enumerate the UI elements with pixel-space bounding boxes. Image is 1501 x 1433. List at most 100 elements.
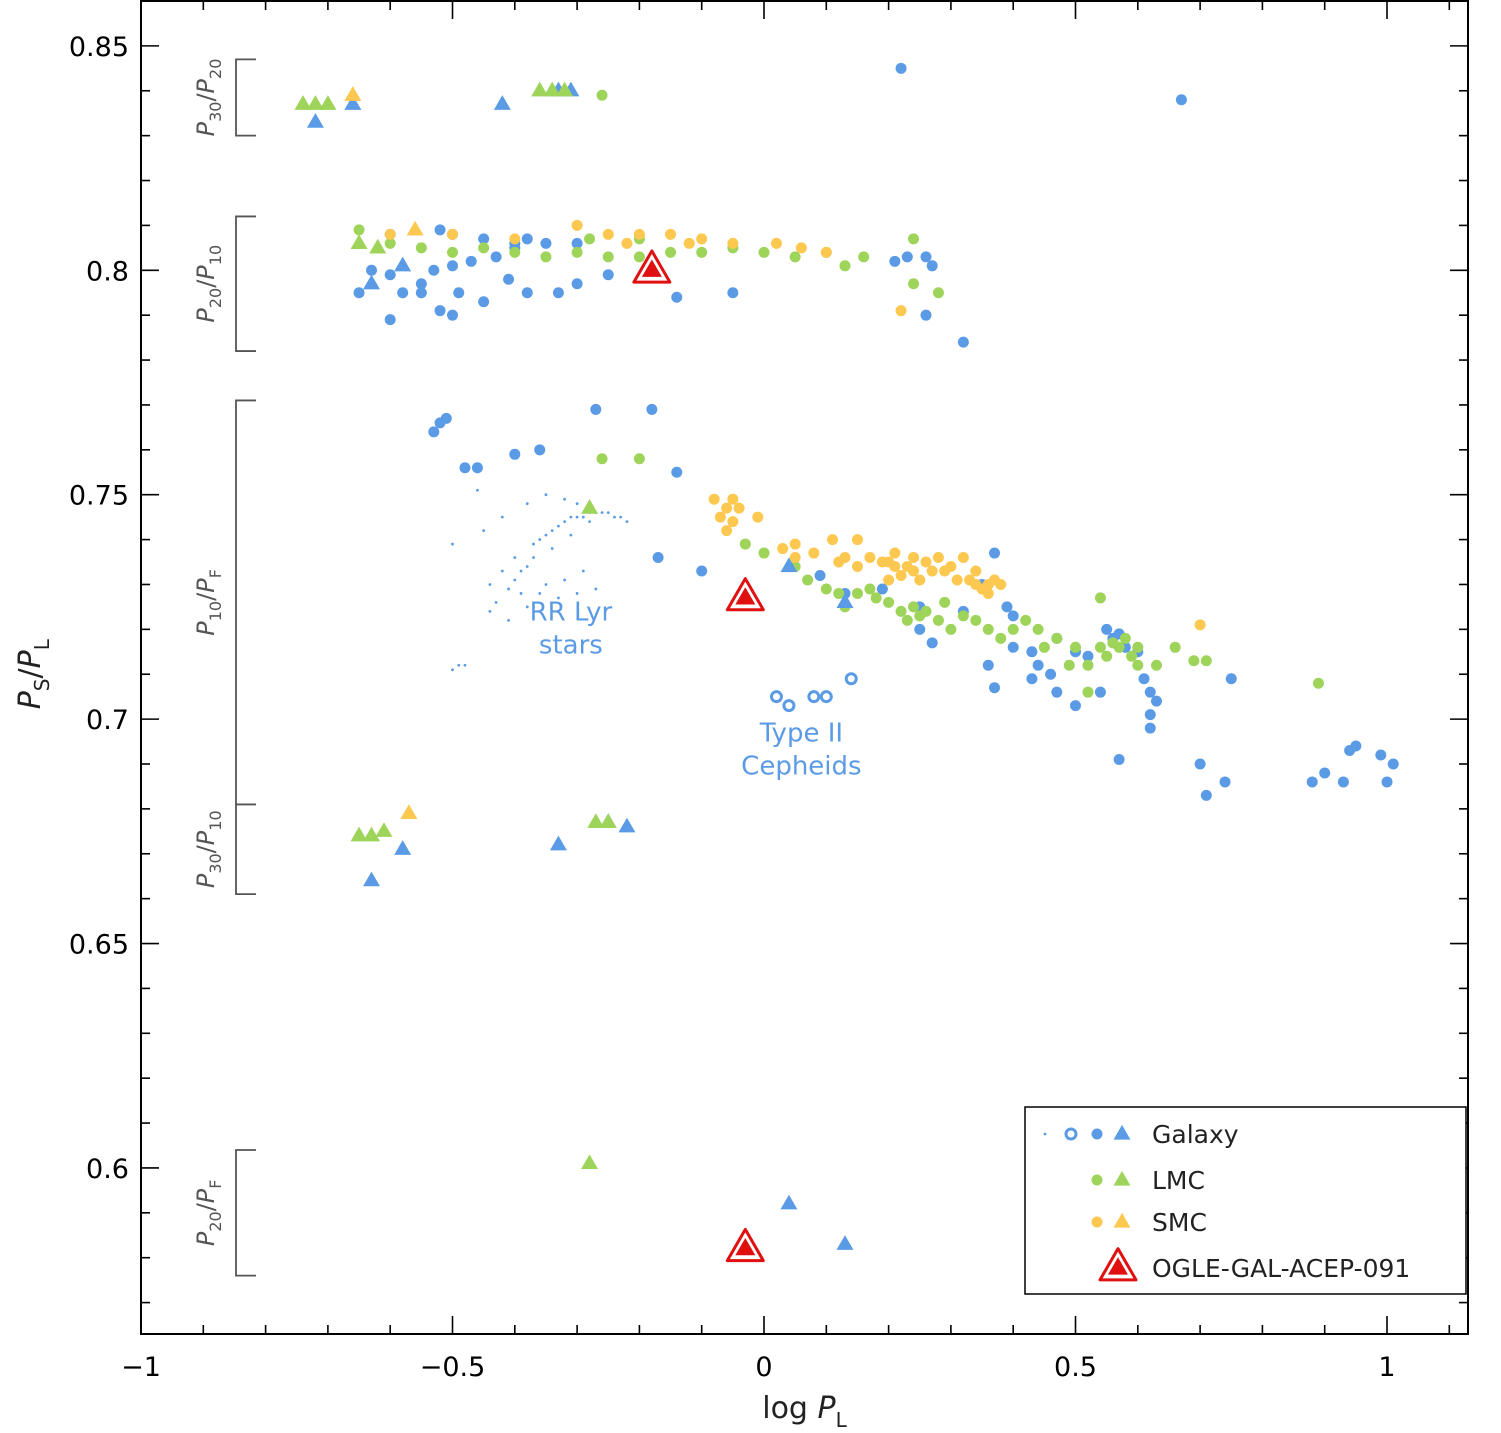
legend-marker-circle (1091, 1128, 1103, 1140)
data-point (571, 219, 583, 231)
data-point (507, 618, 510, 622)
data-point (602, 251, 614, 263)
data-point (807, 690, 821, 704)
data-point (550, 529, 554, 533)
data-point (1132, 659, 1144, 671)
legend-label: SMC (1152, 1208, 1207, 1237)
data-point (908, 565, 920, 577)
data-point (808, 547, 820, 559)
x-axis-title-base: log (762, 1391, 817, 1426)
data-point (571, 278, 583, 290)
bracket-den-sub: 10 (206, 810, 225, 830)
data-point (625, 520, 629, 524)
data-point (596, 89, 608, 101)
data-point (932, 287, 944, 299)
data-point (519, 569, 523, 573)
bracket-den-sub: F (206, 569, 225, 578)
data-point (384, 228, 396, 240)
data-point (982, 659, 994, 671)
data-point (575, 502, 579, 506)
data-point (770, 237, 782, 249)
y-tick-label: 0.6 (86, 1154, 129, 1185)
bracket-num-sub: 20 (206, 288, 225, 308)
data-point (1306, 776, 1318, 788)
data-point (440, 412, 452, 424)
data-point (1175, 94, 1187, 106)
data-point (584, 233, 596, 245)
data-point (895, 605, 907, 617)
data-point (513, 578, 517, 582)
data-point (544, 533, 548, 537)
legend-marker-target (1098, 1247, 1138, 1282)
bracket-num-sub: 20 (206, 1211, 225, 1231)
bracket-num: P (192, 308, 220, 323)
data-point (889, 255, 901, 267)
data-point (995, 578, 1007, 590)
data-point (652, 552, 664, 564)
data-point (375, 822, 393, 837)
data-point (665, 228, 677, 240)
legend-marker-circle (1091, 1216, 1103, 1228)
data-point (543, 81, 561, 97)
data-point (827, 534, 839, 546)
data-point (500, 515, 504, 519)
data-point (1051, 686, 1063, 698)
data-point (476, 488, 479, 492)
data-point (588, 520, 591, 524)
data-point (509, 448, 521, 460)
bracket-num: P (192, 621, 220, 636)
annotation-line: stars (539, 630, 603, 660)
data-point (914, 623, 926, 635)
data-point (1144, 686, 1156, 698)
data-point (369, 238, 387, 254)
data-point (557, 596, 560, 600)
y-tick-label: 0.65 (69, 930, 129, 961)
data-point (557, 609, 560, 613)
data-point (1063, 659, 1075, 671)
legend-label: OGLE-GAL-ACEP-091 (1152, 1254, 1410, 1283)
data-point (1070, 641, 1082, 653)
data-point (525, 502, 529, 506)
data-point (493, 95, 511, 110)
series-lmc-triangle (294, 81, 617, 1170)
data-point (488, 609, 492, 613)
data-point (453, 287, 465, 299)
data-point (945, 561, 957, 573)
bracket-num: P (192, 121, 220, 136)
annotation-line: Type II (759, 719, 843, 749)
data-point (733, 502, 745, 514)
data-point (782, 699, 796, 713)
x-axis-title-var: P (818, 1391, 837, 1426)
data-point (619, 515, 623, 519)
data-point (1126, 650, 1138, 662)
data-point (1169, 641, 1181, 653)
legend-marker-triangle (1113, 1170, 1131, 1186)
data-point (633, 453, 645, 465)
data-point (789, 538, 801, 550)
data-point (926, 260, 938, 272)
bracket-slash: / (192, 844, 220, 853)
bracket: P10/PF (192, 399, 256, 806)
x-tick-label: 0 (755, 1352, 772, 1383)
data-point (758, 246, 770, 258)
target-point (632, 249, 672, 284)
data-point (908, 601, 920, 613)
data-point (1026, 673, 1038, 685)
data-point (513, 556, 517, 559)
bracket: P20/PF (192, 1149, 256, 1277)
target-point-fill (735, 1237, 756, 1256)
bracket-num-sub: 30 (206, 853, 225, 873)
data-point (1150, 659, 1162, 671)
y-tick-label: 0.7 (86, 705, 129, 736)
data-point (406, 220, 424, 236)
bracket-line (235, 803, 256, 896)
data-point (844, 672, 858, 686)
data-point (1113, 641, 1125, 653)
data-point (870, 592, 882, 604)
x-axis-title: log PL (762, 1391, 847, 1432)
annotation-line: RR Lyr (530, 597, 613, 627)
data-point (534, 444, 546, 456)
data-point (633, 251, 645, 263)
